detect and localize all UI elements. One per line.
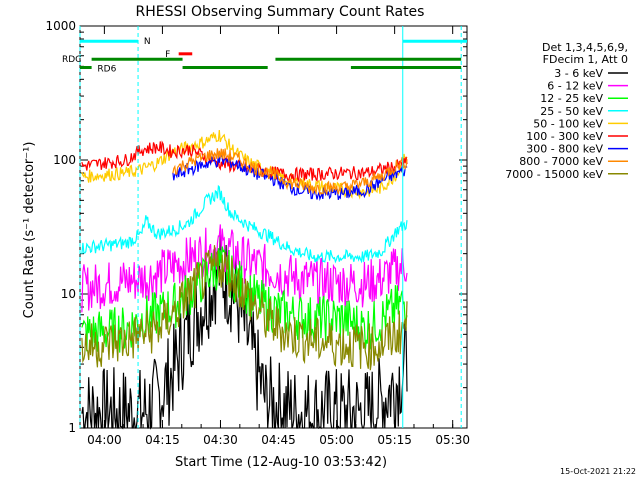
series-line <box>81 224 408 313</box>
flags-layer: N F RDC RD6 <box>62 26 467 428</box>
plot-area <box>79 25 468 429</box>
legend-header-line: Det 1,3,4,5,6,9, <box>542 41 628 54</box>
legend-entry-label: 100 - 300 keV <box>526 130 603 143</box>
legend-header-line: FDecim 1, Att 0 <box>543 53 628 66</box>
legend-entry-label: 25 - 50 keV <box>540 105 603 118</box>
legend-entry-label: 3 - 6 keV <box>554 67 603 80</box>
x-tick-label: 04:15 <box>145 433 180 447</box>
axes: 1000 100 10 1 04:00 04:15 04:30 04:45 05:00 05:15… <box>45 19 470 447</box>
legend: Det 1,3,4,5,6,9,FDecim 1, Att 03 - 6 keV… <box>505 41 628 181</box>
chart-title: RHESSI Observing Summary Count Rates <box>136 4 425 20</box>
flag-label-rd6: RD6 <box>97 65 116 75</box>
x-tick-label: 04:30 <box>203 433 238 447</box>
x-axis-label: Start Time (12-Aug-10 03:53:42) <box>175 455 387 470</box>
footer-date: 15-Oct-2021 21:22 <box>560 467 636 476</box>
legend-entry-label: 7000 - 15000 keV <box>505 168 603 181</box>
x-tick-label: 05:30 <box>435 433 470 447</box>
flag-label-n: N <box>144 37 151 47</box>
x-tick-label: 04:45 <box>261 433 296 447</box>
legend-entry-label: 12 - 25 keV <box>540 92 603 105</box>
y-tick-label: 100 <box>53 153 76 167</box>
flag-label-f: F <box>165 50 170 60</box>
x-tick-label: 05:15 <box>377 433 412 447</box>
series-line <box>81 231 408 430</box>
flag-label-rdc: RDC <box>62 55 81 65</box>
y-tick-label: 1 <box>68 421 76 435</box>
series-layer <box>81 129 408 430</box>
y-axis-label: Count Rate (s⁻¹ detector⁻¹) <box>22 142 37 319</box>
series-line <box>81 245 408 371</box>
legend-entry-label: 6 - 12 keV <box>547 80 603 93</box>
plot-frame <box>79 25 468 429</box>
series-line <box>81 129 408 200</box>
legend-entry-label: 800 - 7000 keV <box>519 155 603 168</box>
legend-entry-label: 50 - 100 keV <box>533 117 603 130</box>
series-line <box>172 148 408 196</box>
y-tick-label: 1000 <box>45 19 76 33</box>
x-tick-label: 04:00 <box>87 433 122 447</box>
y-tick-label: 10 <box>61 287 76 301</box>
series-line <box>81 184 408 264</box>
x-tick-label: 05:00 <box>319 433 354 447</box>
legend-entry-label: 300 - 800 keV <box>526 143 603 156</box>
